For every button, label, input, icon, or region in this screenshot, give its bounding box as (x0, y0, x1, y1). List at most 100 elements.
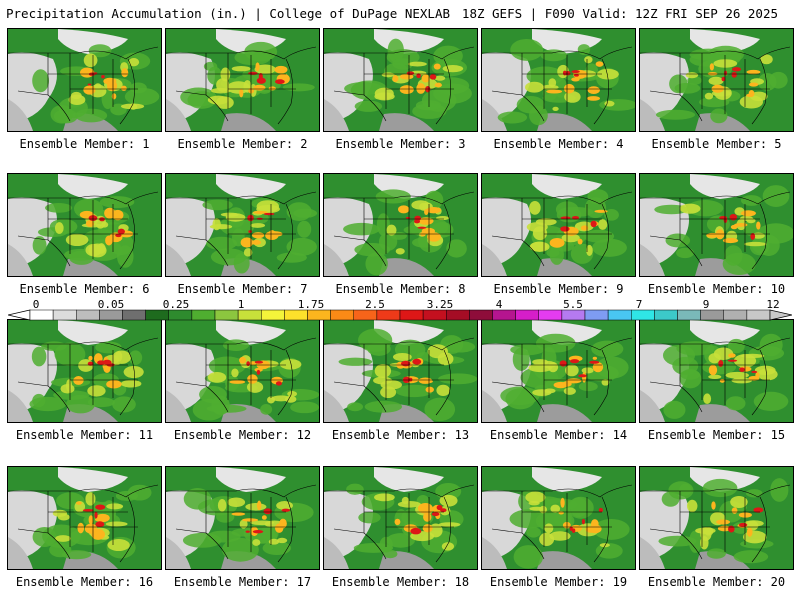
ensemble-member-label: Ensemble Member: 17 (173, 575, 312, 589)
precip-field (166, 29, 319, 131)
ensemble-panel: Ensemble Member: 15 (639, 319, 794, 442)
colorbar-swatch (307, 309, 331, 321)
colorbar-swatch (99, 309, 123, 321)
ensemble-member-label: Ensemble Member: 12 (173, 428, 312, 442)
colorbar-swatch (261, 309, 285, 321)
precip-field (482, 174, 635, 276)
ensemble-member-label: Ensemble Member: 11 (15, 428, 154, 442)
precip-map (165, 466, 320, 570)
precip-field (324, 320, 477, 422)
colorbar-scale (8, 309, 792, 321)
ensemble-member-label: Ensemble Member: 15 (647, 428, 786, 442)
colorbar-swatch (584, 309, 609, 321)
precip-map (481, 28, 636, 132)
ensemble-panel: Ensemble Member: 4 (481, 28, 636, 151)
product-title: Precipitation Accumulation (in.) | Colle… (6, 6, 451, 21)
colorbar-swatch (52, 309, 77, 321)
ensemble-member-label: Ensemble Member: 19 (489, 575, 628, 589)
ensemble-panel: Ensemble Member: 6 (7, 173, 162, 296)
precip-field (640, 467, 793, 569)
precip-field (640, 29, 793, 131)
precip-map (7, 28, 162, 132)
colorbar-tick-label: 12 (766, 298, 780, 311)
precip-map (165, 319, 320, 423)
colorbar-left-arrow (8, 309, 31, 321)
ensemble-member-label: Ensemble Member: 13 (331, 428, 470, 442)
precip-map (481, 319, 636, 423)
ensemble-member-label: Ensemble Member: 18 (331, 575, 470, 589)
colorbar-tick-label: 7 (635, 298, 643, 311)
precip-field (166, 467, 319, 569)
colorbar-swatch (561, 309, 586, 321)
ensemble-panel: Ensemble Member: 10 (639, 173, 794, 296)
colorbar-swatch (654, 309, 678, 321)
colorbar-tick-label: 0 (32, 298, 40, 311)
precip-field (482, 467, 635, 569)
colorbar-swatch (515, 309, 539, 321)
ensemble-member-label: Ensemble Member: 1 (19, 137, 150, 151)
ensemble-member-label: Ensemble Member: 14 (489, 428, 628, 442)
ensemble-panel: Ensemble Member: 2 (165, 28, 320, 151)
ensemble-panel: Ensemble Member: 8 (323, 173, 478, 296)
colorbar-tick-label: 3.25 (426, 298, 454, 311)
ensemble-member-label: Ensemble Member: 16 (15, 575, 154, 589)
colorbar-swatch (284, 309, 308, 321)
colorbar-swatch (330, 309, 354, 321)
ensemble-member-label: Ensemble Member: 8 (335, 282, 466, 296)
colorbar-swatch (29, 309, 54, 321)
precip-map (481, 173, 636, 277)
precip-field (640, 174, 793, 276)
ensemble-panel: Ensemble Member: 13 (323, 319, 478, 442)
colorbar-tick-label: 0.25 (162, 298, 190, 311)
ensemble-member-label: Ensemble Member: 2 (177, 137, 308, 151)
precip-map (323, 28, 478, 132)
colorbar-swatch (76, 309, 100, 321)
precip-field (8, 467, 161, 569)
colorbar-tick-label: 4 (495, 298, 503, 311)
precip-field (8, 320, 161, 422)
colorbar-swatch (631, 309, 655, 321)
colorbar-swatch (469, 309, 493, 321)
ensemble-member-label: Ensemble Member: 7 (177, 282, 308, 296)
ensemble-panel: Ensemble Member: 7 (165, 173, 320, 296)
colorbar-tick-label: 0.05 (97, 298, 125, 311)
ensemble-panel: Ensemble Member: 11 (7, 319, 162, 442)
colorbar-swatch (214, 309, 239, 321)
ensemble-panel: Ensemble Member: 9 (481, 173, 636, 296)
colorbar-swatch (191, 309, 216, 321)
precip-field (640, 320, 793, 422)
colorbar-swatch (237, 309, 262, 321)
colorbar-swatch (376, 309, 401, 321)
colorbar-swatch (446, 309, 470, 321)
ensemble-panel: Ensemble Member: 5 (639, 28, 794, 151)
colorbar-tick-label: 1.75 (297, 298, 325, 311)
colorbar-tick-label: 1 (237, 298, 245, 311)
ensemble-panel: Ensemble Member: 19 (481, 466, 636, 589)
ensemble-panel: Ensemble Member: 16 (7, 466, 162, 589)
precip-map (639, 28, 794, 132)
precip-field (324, 29, 477, 131)
ensemble-panel: Ensemble Member: 14 (481, 319, 636, 442)
ensemble-panel: Ensemble Member: 1 (7, 28, 162, 151)
ensemble-panel: Ensemble Member: 12 (165, 319, 320, 442)
precip-field (8, 29, 161, 131)
precip-map (323, 319, 478, 423)
ensemble-member-label: Ensemble Member: 3 (335, 137, 466, 151)
colorbar-swatch (677, 309, 701, 321)
valid-time: 18Z GEFS | F090 Valid: 12Z FRI SEP 26 20… (461, 6, 778, 21)
colorbar-swatch (422, 309, 447, 321)
colorbar-swatch (723, 309, 748, 321)
precip-map (7, 319, 162, 423)
ensemble-panel: Ensemble Member: 18 (323, 466, 478, 589)
precip-map (639, 466, 794, 570)
ensemble-member-label: Ensemble Member: 5 (651, 137, 782, 151)
ensemble-member-label: Ensemble Member: 9 (493, 282, 624, 296)
colorbar-right-arrow (769, 309, 792, 321)
precip-map (7, 466, 162, 570)
precip-map (639, 319, 794, 423)
colorbar-swatch (353, 309, 378, 321)
precip-field (8, 174, 161, 276)
colorbar-swatch (168, 309, 193, 321)
colorbar-swatch (122, 309, 146, 321)
ensemble-member-label: Ensemble Member: 6 (19, 282, 150, 296)
